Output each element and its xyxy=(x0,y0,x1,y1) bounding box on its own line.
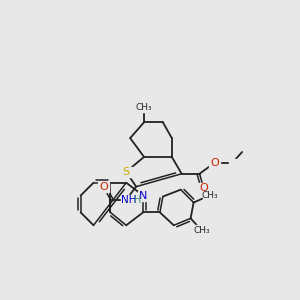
Bar xyxy=(121,167,132,177)
Text: O: O xyxy=(199,183,208,193)
Bar xyxy=(98,182,109,192)
Bar xyxy=(229,159,237,167)
Text: O: O xyxy=(99,182,108,192)
Bar xyxy=(202,190,216,200)
Bar xyxy=(209,158,220,168)
Text: NH: NH xyxy=(122,194,137,205)
Text: S: S xyxy=(123,167,130,177)
Bar xyxy=(121,195,137,205)
Text: O: O xyxy=(210,158,219,168)
Text: CH₃: CH₃ xyxy=(201,191,218,200)
Bar xyxy=(195,225,208,235)
Text: H: H xyxy=(134,194,142,205)
Bar xyxy=(198,183,209,193)
Text: CH₃: CH₃ xyxy=(193,226,210,235)
Bar xyxy=(138,190,148,200)
Bar xyxy=(137,102,151,112)
Text: N: N xyxy=(139,190,147,201)
Text: CH₃: CH₃ xyxy=(136,103,152,112)
